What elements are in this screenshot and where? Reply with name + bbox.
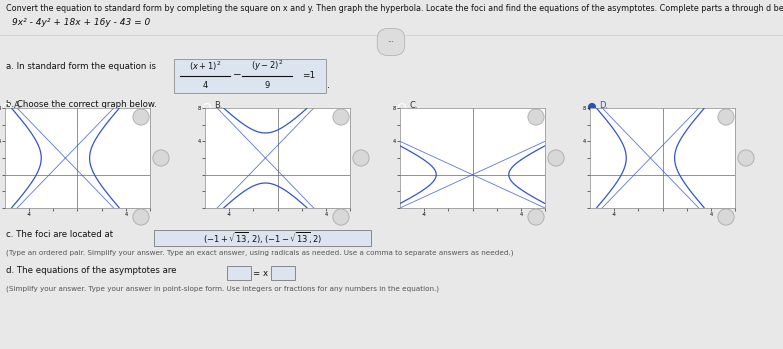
Text: ↺: ↺ [723, 213, 730, 222]
Text: ↺: ↺ [337, 213, 345, 222]
Text: (Type an ordered pair. Simplify your answer. Type an exact answer, using radical: (Type an ordered pair. Simplify your ans… [6, 250, 514, 257]
Text: 9: 9 [265, 82, 269, 90]
Text: Convert the equation to standard form by completing the square on x and y. Then : Convert the equation to standard form by… [6, 4, 783, 13]
Text: B.: B. [214, 102, 222, 111]
Text: Q: Q [533, 114, 539, 120]
Text: C.: C. [409, 102, 417, 111]
FancyBboxPatch shape [174, 59, 326, 93]
FancyBboxPatch shape [154, 230, 371, 246]
Text: 9x² - 4y² + 18x + 16y - 43 = 0: 9x² - 4y² + 18x + 16y - 43 = 0 [12, 18, 150, 27]
Text: Q: Q [359, 155, 363, 161]
Text: $(-1+\sqrt{13},2),(-1-\sqrt{13},2)$: $(-1+\sqrt{13},2),(-1-\sqrt{13},2)$ [203, 230, 322, 246]
Circle shape [738, 150, 754, 166]
Text: −: − [233, 70, 241, 80]
Circle shape [528, 209, 544, 225]
FancyBboxPatch shape [227, 266, 251, 280]
Text: (Simplify your answer. Type your answer in point-slope form. Use integers or fra: (Simplify your answer. Type your answer … [6, 286, 439, 292]
Text: .: . [327, 80, 330, 90]
Text: Q: Q [743, 155, 749, 161]
Text: D.: D. [599, 102, 608, 111]
Text: $(x+1)^2$: $(x+1)^2$ [189, 59, 221, 73]
Text: c. The foci are located at: c. The foci are located at [6, 230, 113, 239]
Circle shape [333, 109, 349, 125]
Text: 4: 4 [202, 82, 207, 90]
Circle shape [353, 150, 369, 166]
Circle shape [589, 104, 596, 111]
Text: b. Choose the correct graph below.: b. Choose the correct graph below. [6, 100, 157, 109]
Text: ↺: ↺ [138, 213, 145, 222]
Text: ···: ··· [388, 39, 395, 45]
Circle shape [133, 109, 149, 125]
Text: d. The equations of the asymptotes are: d. The equations of the asymptotes are [6, 266, 176, 275]
Circle shape [718, 209, 734, 225]
FancyBboxPatch shape [271, 266, 295, 280]
Circle shape [133, 209, 149, 225]
Text: Q: Q [158, 155, 164, 161]
Text: Q: Q [723, 114, 729, 120]
Circle shape [718, 109, 734, 125]
Text: $(y-2)^2$: $(y-2)^2$ [251, 59, 283, 73]
Circle shape [528, 109, 544, 125]
Text: a. In standard form the equation is: a. In standard form the equation is [6, 62, 156, 71]
Circle shape [548, 150, 564, 166]
Text: Q: Q [139, 114, 144, 120]
Text: ↺: ↺ [532, 213, 539, 222]
Text: Q: Q [338, 114, 344, 120]
Text: =1: =1 [302, 70, 316, 80]
Text: Q: Q [554, 155, 559, 161]
Text: A.: A. [14, 102, 22, 111]
Circle shape [153, 150, 169, 166]
Circle shape [333, 209, 349, 225]
Text: = x: = x [253, 268, 268, 277]
